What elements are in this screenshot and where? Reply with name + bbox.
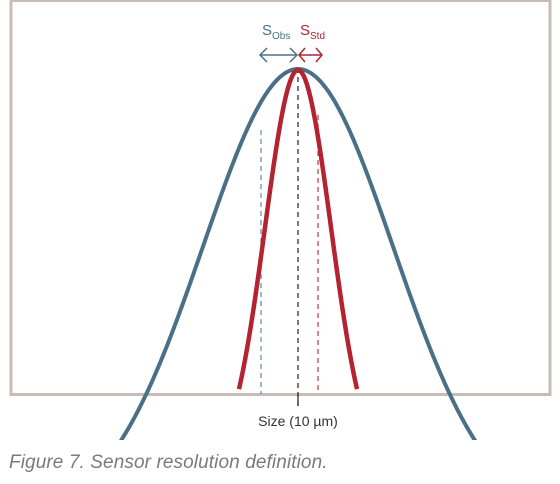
observed-width-arrow bbox=[258, 47, 299, 63]
observed-width-label: SObs bbox=[262, 22, 290, 42]
standard-width-label: SStd bbox=[300, 22, 325, 42]
x-axis-label: Size (10 µm) bbox=[258, 413, 338, 429]
sensor-resolution-diagram: SObs SStd Size (10 µm) bbox=[9, 0, 552, 440]
standard-distribution-curve bbox=[236, 67, 360, 390]
plot-frame bbox=[9, 0, 552, 396]
standard-width-arrow bbox=[298, 47, 323, 63]
observed-distribution-curve bbox=[118, 67, 478, 440]
figure-caption: Figure 7. Sensor resolution definition. bbox=[9, 452, 328, 473]
